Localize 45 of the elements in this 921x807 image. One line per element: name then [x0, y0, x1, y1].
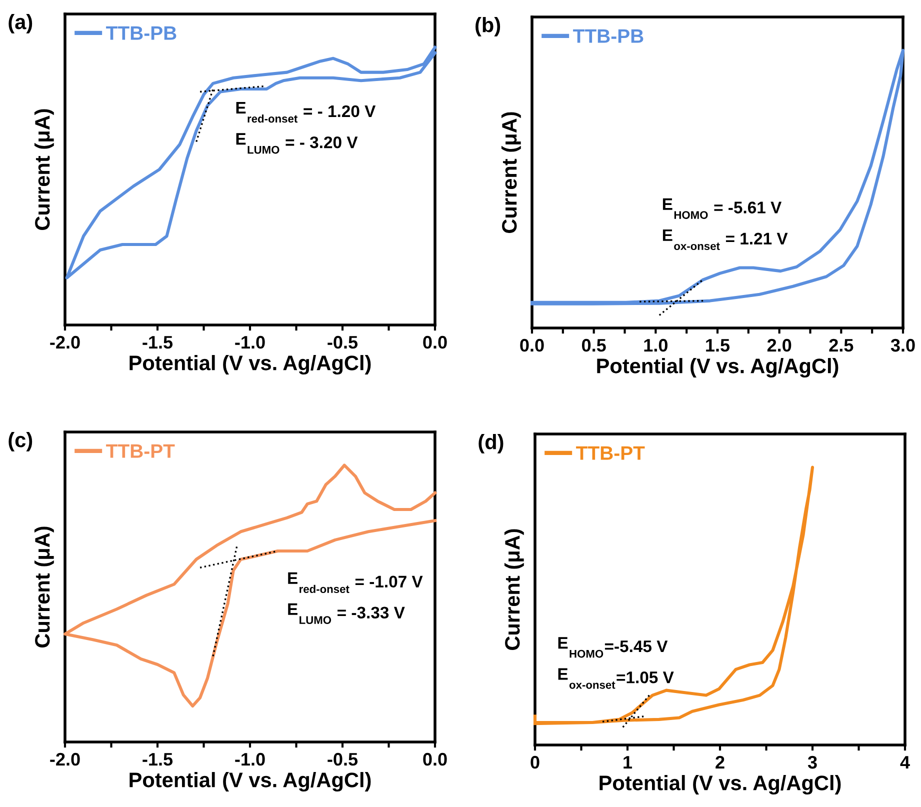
annotation: Eox-onset = 1.21 V — [662, 229, 788, 250]
chart-title: (b) — [476, 17, 500, 36]
y-axis-title: Current (μA) — [501, 112, 521, 233]
x-tick-label: 2.0 — [767, 338, 792, 352]
annotation: Eox-onset=1.05 V — [558, 668, 674, 689]
x-tick-label: 0.0 — [520, 338, 544, 352]
x-axis-title: Potential (V vs. Ag/AgCl) — [130, 772, 371, 792]
x-tick-label: 2.5 — [829, 338, 854, 352]
x-tick-label: -0.5 — [328, 336, 358, 349]
x-tick-label: 3 — [808, 756, 817, 769]
annotation: ELUMO = -3.33 V — [288, 603, 405, 624]
annotation: Ered-onset = - 1.20 V — [236, 102, 376, 123]
x-tick-label: -1.0 — [235, 752, 265, 766]
annotation: EHOMO = -5.61 V — [662, 198, 782, 219]
x-tick-label: 0.0 — [423, 752, 447, 766]
x-tick-label: 1 — [624, 756, 632, 768]
x-tick-label: -2.0 — [50, 336, 80, 349]
x-tick-label: 1.5 — [706, 339, 730, 352]
x-tick-label: -1.5 — [142, 336, 173, 349]
chart-title: (c) — [8, 432, 32, 452]
y-axis-title: Current (μA) — [504, 529, 524, 650]
chart-title: (a) — [8, 14, 32, 34]
x-tick-label: -1.5 — [142, 753, 173, 766]
x-tick-label: -1.0 — [235, 336, 265, 349]
y-axis-title: Current (μA) — [34, 109, 54, 230]
x-axis-title: Potential (V vs. Ag/AgCl) — [130, 355, 371, 375]
x-tick-label: 4 — [900, 756, 910, 768]
y-axis-title: Current (μA) — [34, 526, 54, 648]
x-tick-label: 0.5 — [582, 338, 606, 352]
x-tick-label: 0 — [530, 756, 540, 769]
x-tick-label: 3.0 — [890, 338, 915, 352]
legend-label: TTB-PB — [573, 29, 644, 43]
x-axis-title: Potential (V vs. Ag/AgCl) — [600, 775, 841, 795]
x-tick-label: 1.0 — [644, 338, 668, 352]
annotation: Ered-onset = -1.07 V — [288, 572, 423, 594]
annotation: ELUMO = - 3.20 V — [236, 133, 358, 154]
x-tick-label: 2 — [716, 756, 724, 768]
chart-title: (d) — [478, 434, 504, 454]
x-axis-title: Potential (V vs. Ag/AgCl) — [597, 358, 838, 378]
x-tick-label: -0.5 — [328, 752, 358, 766]
legend-label: TTB-PT — [106, 444, 175, 458]
legend-label: TTB-PB — [106, 26, 176, 40]
legend-label: TTB-PT — [576, 446, 645, 460]
x-tick-label: 0.0 — [423, 336, 447, 349]
x-tick-label: -2.0 — [50, 752, 80, 766]
